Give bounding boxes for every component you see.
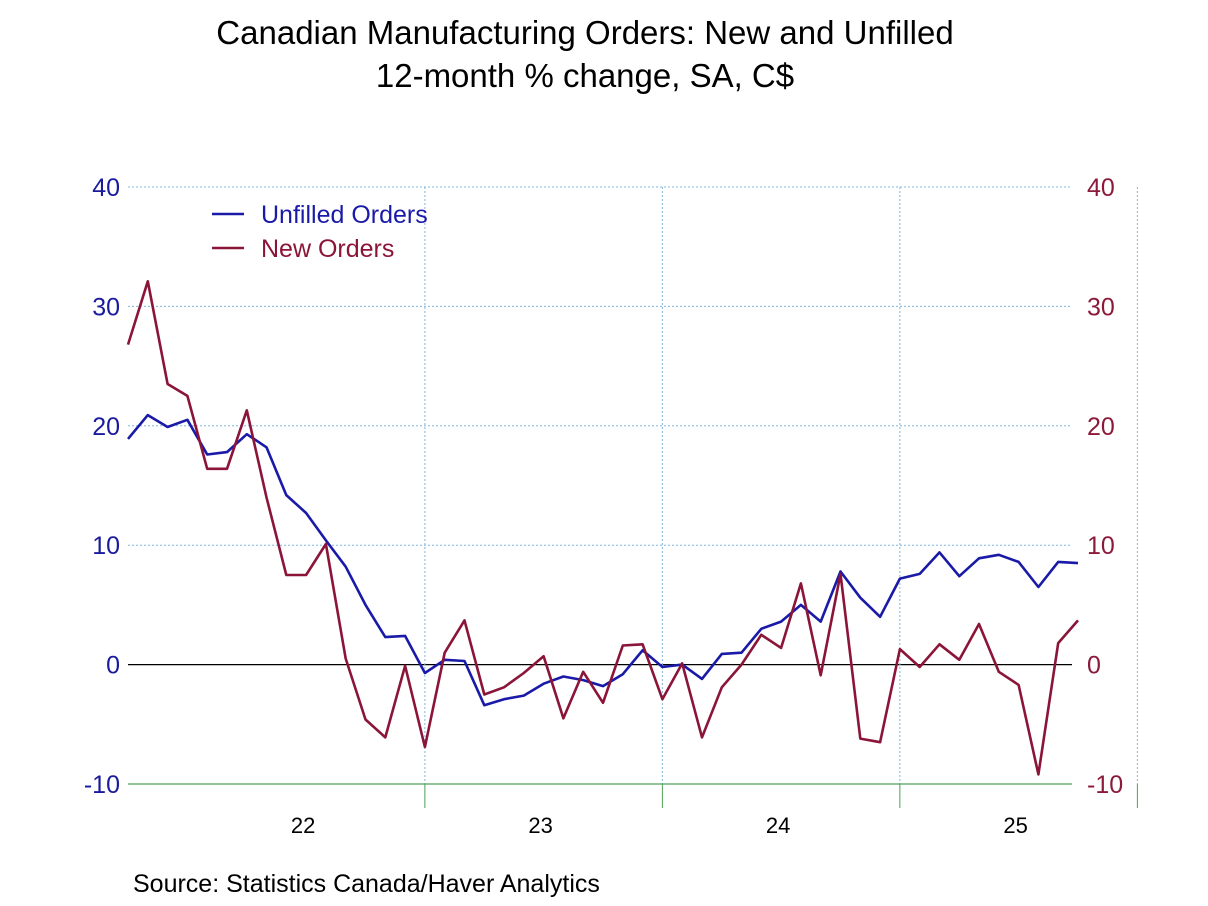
legend-label: Unfilled Orders (261, 201, 428, 229)
y-tick-label-left: 20 (92, 413, 120, 441)
y-tick-label-right: 0 (1087, 652, 1101, 680)
y-tick-label-left: 40 (92, 174, 120, 202)
source-note: Source: Statistics Canada/Haver Analytic… (133, 870, 600, 898)
y-tick-label-right: 30 (1087, 293, 1115, 321)
y-tick-label-left: 10 (92, 532, 120, 560)
series-line-new-orders (126, 280, 1079, 776)
x-tick-label: 22 (291, 813, 315, 838)
y-tick-label-right: 40 (1087, 174, 1115, 202)
y-tick-label-left: 30 (92, 293, 120, 321)
y-tick-label-right: 10 (1087, 532, 1115, 560)
x-tick-label: 25 (1003, 813, 1027, 838)
grid-layer (128, 186, 1138, 784)
legend: Unfilled Orders New Orders (212, 201, 428, 263)
axis-layer: -10 -10 0 0 10 10 20 20 30 30 40 40 22 23 24 25 (84, 174, 1138, 838)
chart-subtitle: 12-month % change, SA, C$ (375, 57, 795, 94)
x-tick-label: 23 (528, 813, 552, 838)
y-tick-label-right: 20 (1087, 413, 1115, 441)
series-layer (126, 280, 1079, 776)
y-tick-label-left: -10 (84, 771, 120, 799)
y-tick-label-right: -10 (1087, 771, 1123, 799)
legend-label: New Orders (261, 235, 394, 263)
chart-title: Canadian Manufacturing Orders: New and U… (216, 14, 954, 51)
y-tick-label-left: 0 (106, 652, 120, 680)
x-tick-label: 24 (766, 813, 790, 838)
series-line-unfilled-orders (127, 413, 1079, 707)
